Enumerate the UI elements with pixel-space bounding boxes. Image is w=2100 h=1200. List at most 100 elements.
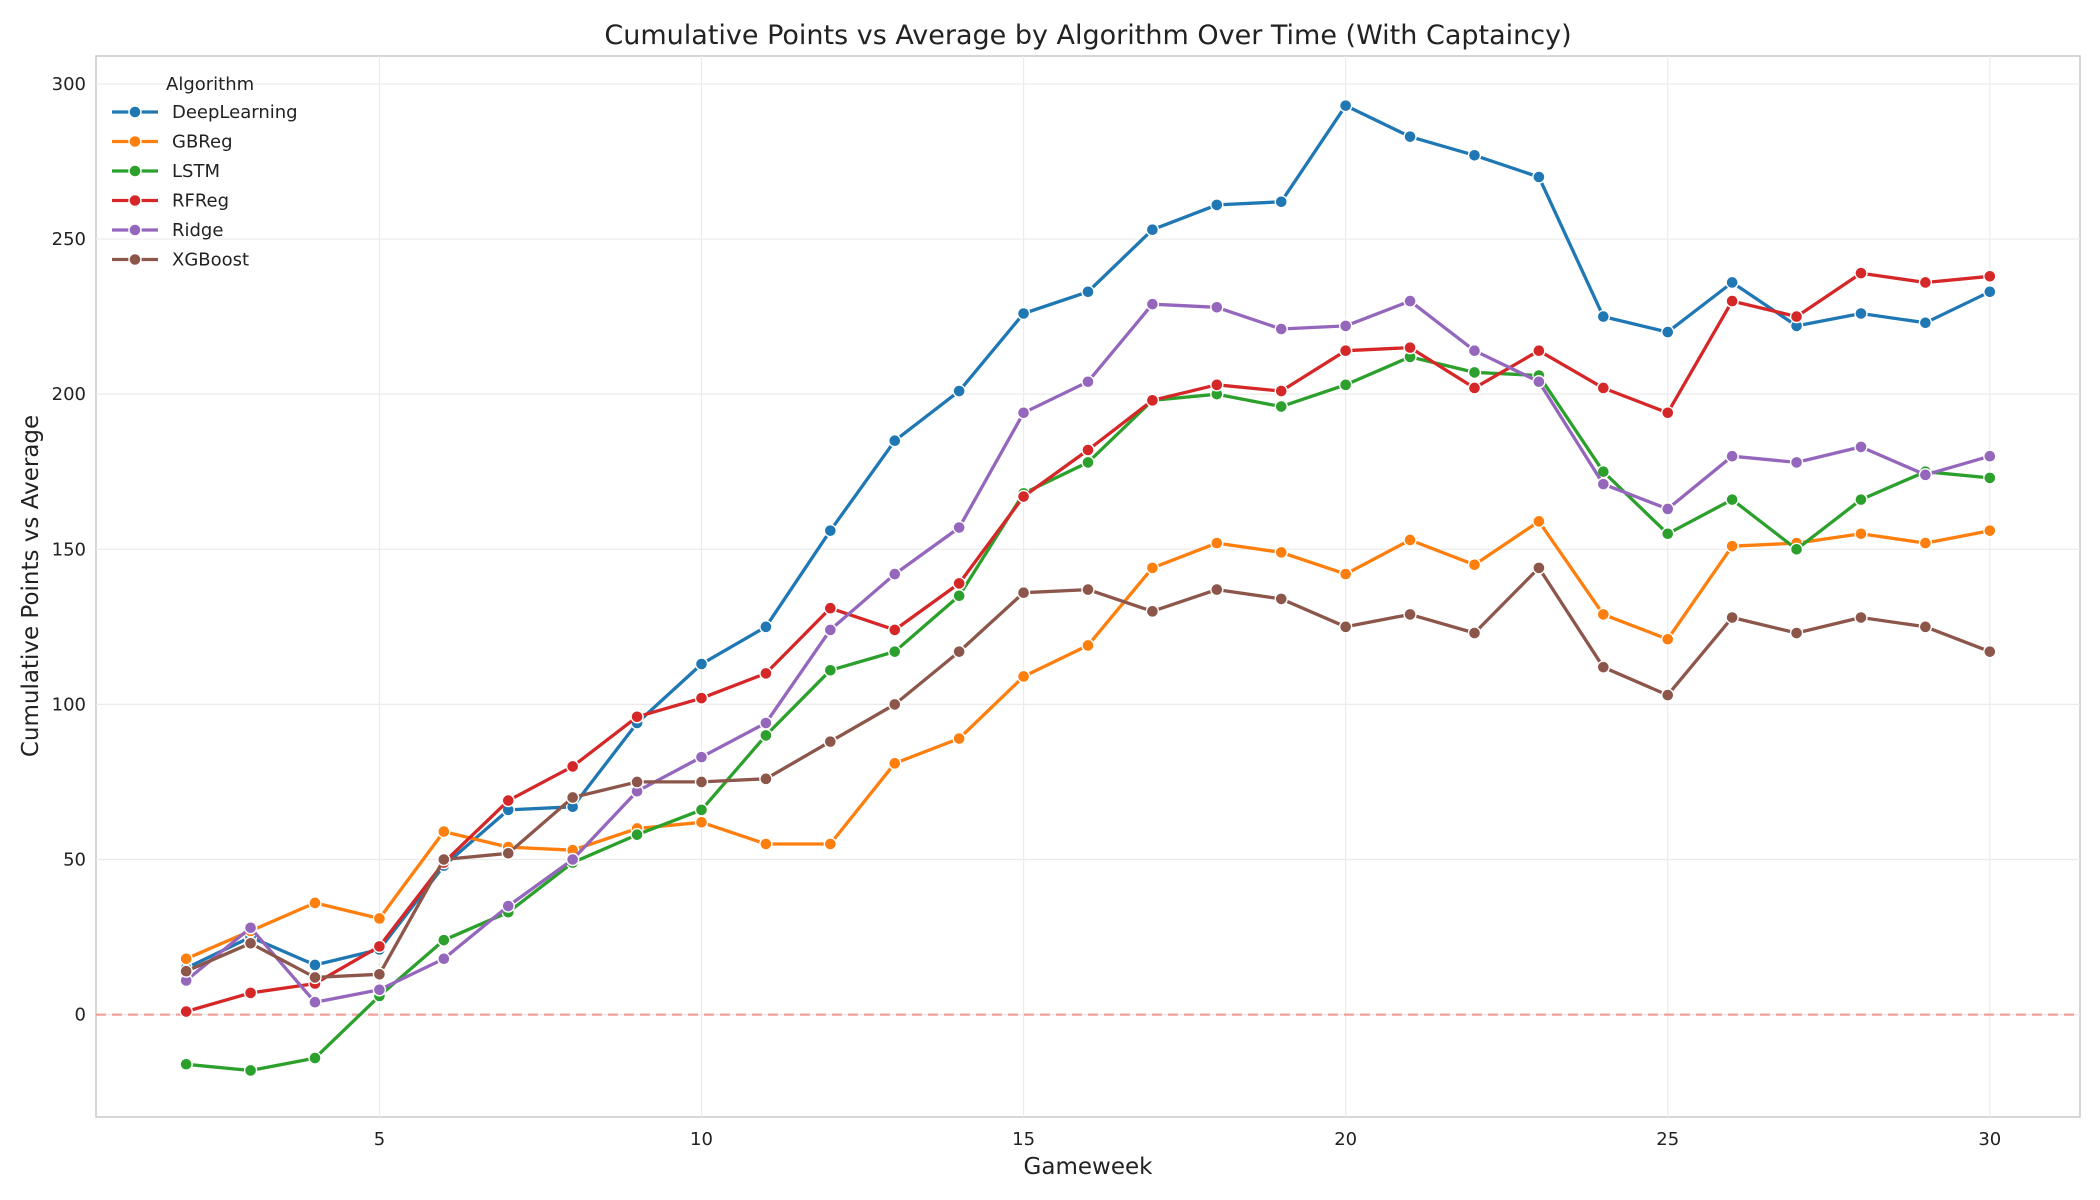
data-point-xgboost [501, 846, 515, 861]
legend-items: DeepLearning GBReg LSTM RFReg Ridge XGBoost [112, 102, 298, 271]
y-axis-title: Cumulative Points vs Average [18, 415, 44, 757]
data-point-ridge [952, 520, 966, 535]
data-point-gbreg [308, 896, 322, 910]
data-point-gbreg [179, 952, 193, 966]
data-point-deeplearning [1725, 275, 1739, 290]
data-point-gbreg [1854, 527, 1868, 541]
data-point-rfreg [759, 666, 773, 681]
data-point-gbreg [1016, 669, 1031, 684]
data-point-ridge [1854, 440, 1868, 454]
data-point-rfreg [823, 601, 838, 615]
data-point-deeplearning [1145, 223, 1160, 237]
data-point-gbreg [1532, 514, 1546, 529]
data-point-rfreg [372, 939, 387, 954]
data-point-rfreg [630, 710, 644, 724]
data-point-lstm [1789, 542, 1804, 556]
legend-label-xgboost: XGBoost [172, 250, 249, 271]
series-rfreg [179, 266, 1997, 1019]
data-point-rfreg [1145, 393, 1160, 408]
data-point-gbreg [1145, 561, 1160, 575]
data-point-xgboost [823, 734, 838, 749]
data-point-deeplearning [1081, 285, 1095, 299]
data-point-xgboost [1016, 586, 1031, 600]
data-point-rfreg [565, 759, 580, 774]
legend-item-deeplearning: DeepLearning [112, 102, 298, 123]
data-point-lstm [952, 589, 966, 603]
data-point-lstm [243, 1063, 258, 1078]
y-tick-label: 300 [52, 74, 86, 95]
data-point-rfreg [1661, 406, 1675, 420]
legend-swatch-marker [128, 105, 142, 119]
data-point-lstm [179, 1057, 193, 1071]
y-tick-label: 150 [52, 539, 86, 560]
data-point-gbreg [1983, 523, 1997, 538]
data-point-ridge [1016, 406, 1031, 420]
data-point-gbreg [823, 837, 838, 851]
x-tick-label: 5 [374, 1129, 385, 1150]
data-point-xgboost [1467, 626, 1482, 640]
data-point-xgboost [1789, 626, 1804, 640]
data-point-deeplearning [823, 523, 838, 538]
legend-label-gbreg: GBReg [172, 132, 233, 153]
data-point-gbreg [888, 756, 902, 771]
data-point-rfreg [1725, 294, 1739, 308]
y-tick-label: 0 [75, 1005, 86, 1026]
data-point-lstm [630, 827, 644, 842]
data-point-rfreg [243, 986, 258, 1000]
series-ridge [179, 294, 1997, 1009]
data-point-xgboost [565, 790, 580, 805]
x-axis-title: Gameweek [1024, 1154, 1154, 1180]
data-point-xgboost [1403, 607, 1417, 622]
data-point-gbreg [952, 731, 966, 746]
legend-swatch-marker [128, 252, 142, 267]
legend-swatch-marker [128, 223, 142, 237]
data-point-rfreg [1338, 344, 1353, 358]
data-point-rfreg [501, 793, 515, 808]
data-point-xgboost [1596, 660, 1611, 674]
data-point-xgboost [1210, 582, 1224, 597]
data-point-deeplearning [1467, 148, 1482, 162]
legend-item-gbreg: GBReg [112, 132, 233, 153]
data-point-gbreg [1725, 539, 1739, 553]
data-point-deeplearning [694, 657, 709, 671]
data-point-lstm [1081, 455, 1095, 470]
data-point-rfreg [1403, 340, 1417, 355]
data-point-xgboost [952, 644, 966, 659]
series-layer [179, 98, 1997, 1078]
y-tick-label: 250 [52, 229, 86, 250]
legend-swatch-marker [128, 164, 142, 178]
legend-label-deeplearning: DeepLearning [172, 102, 298, 123]
x-tick-label: 10 [690, 1129, 713, 1150]
data-point-gbreg [1081, 638, 1095, 653]
data-point-deeplearning [952, 384, 966, 398]
data-point-lstm [1274, 399, 1288, 414]
data-point-deeplearning [1532, 170, 1546, 184]
legend: Algorithm DeepLearning GBReg LSTM RFReg Ridg… [112, 74, 298, 271]
legend-swatch-marker [128, 134, 142, 149]
data-point-xgboost [1081, 582, 1095, 597]
data-point-xgboost [630, 775, 644, 789]
data-point-lstm [1725, 492, 1739, 507]
data-point-deeplearning [308, 958, 322, 972]
data-point-rfreg [1210, 378, 1224, 392]
data-point-ridge [1918, 468, 1933, 482]
data-point-gbreg [759, 837, 773, 851]
chart-title: Cumulative Points vs Average by Algorith… [604, 20, 1571, 51]
data-point-deeplearning [1596, 309, 1611, 324]
data-point-rfreg [1532, 344, 1546, 358]
data-point-ridge [759, 716, 773, 730]
data-point-rfreg [1016, 489, 1031, 504]
data-point-gbreg [1274, 545, 1288, 560]
legend-title: Algorithm [166, 74, 254, 95]
data-point-ridge [372, 983, 387, 997]
data-point-deeplearning [1983, 285, 1997, 299]
data-point-gbreg [437, 824, 451, 839]
data-point-xgboost [1983, 644, 1997, 659]
legend-label-ridge: Ridge [172, 220, 223, 241]
legend-label-rfreg: RFReg [172, 191, 229, 212]
data-point-rfreg [1274, 384, 1288, 398]
data-point-xgboost [694, 775, 709, 789]
data-point-rfreg [179, 1004, 193, 1019]
